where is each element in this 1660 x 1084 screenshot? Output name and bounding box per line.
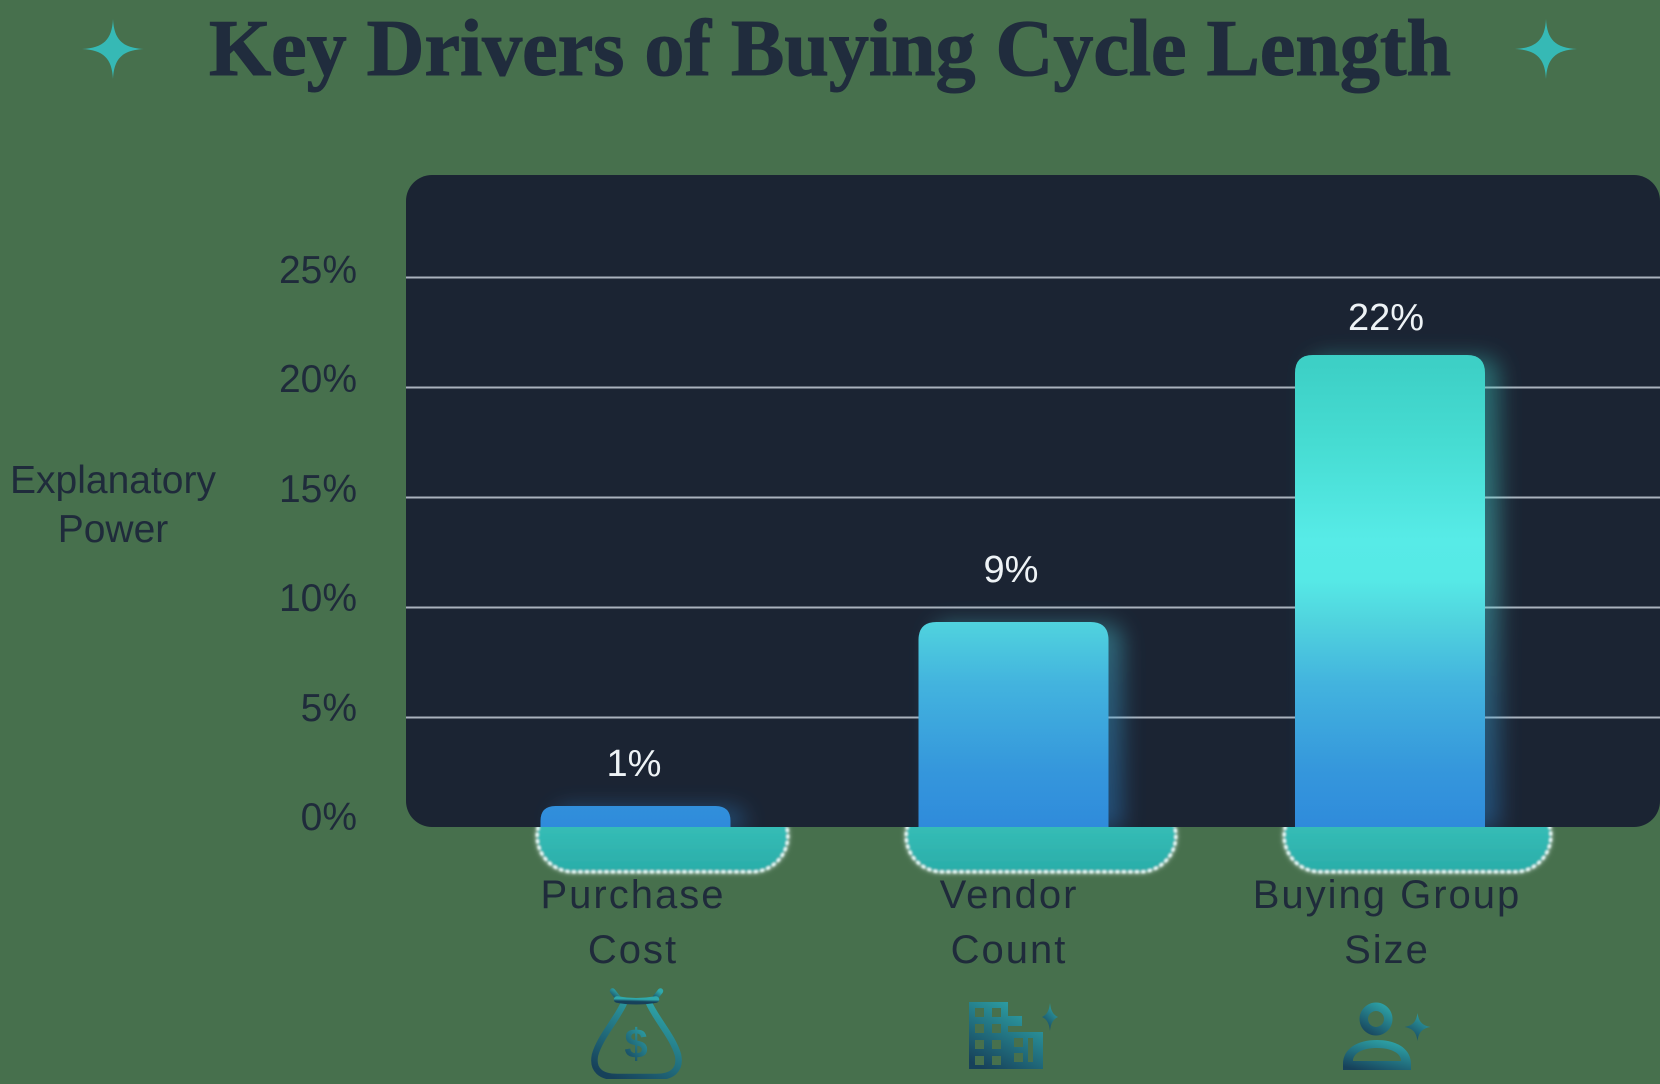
- svg-text:Vendor: Vendor: [940, 873, 1079, 917]
- svg-text:1%: 1%: [607, 743, 662, 785]
- svg-text:Buying Group: Buying Group: [1253, 873, 1522, 917]
- svg-text:9%: 9%: [984, 549, 1039, 591]
- svg-text:Purchase: Purchase: [541, 873, 726, 917]
- svg-text:25%: 25%: [279, 249, 357, 292]
- svg-text:Explanatory: Explanatory: [10, 459, 216, 502]
- svg-text:5%: 5%: [301, 687, 357, 730]
- svg-text:22%: 22%: [1348, 297, 1424, 339]
- svg-text:Power: Power: [58, 508, 169, 551]
- svg-text:Key Drivers of Buying Cycle Le: Key Drivers of Buying Cycle Length: [209, 5, 1451, 93]
- svg-text:Cost: Cost: [588, 928, 678, 972]
- svg-text:15%: 15%: [279, 468, 357, 511]
- svg-text:0%: 0%: [301, 796, 357, 839]
- svg-text:Size: Size: [1344, 928, 1430, 972]
- svg-text:10%: 10%: [279, 577, 357, 620]
- svg-text:$: $: [624, 1020, 647, 1067]
- svg-text:20%: 20%: [279, 358, 357, 401]
- svg-text:Count: Count: [951, 928, 1068, 972]
